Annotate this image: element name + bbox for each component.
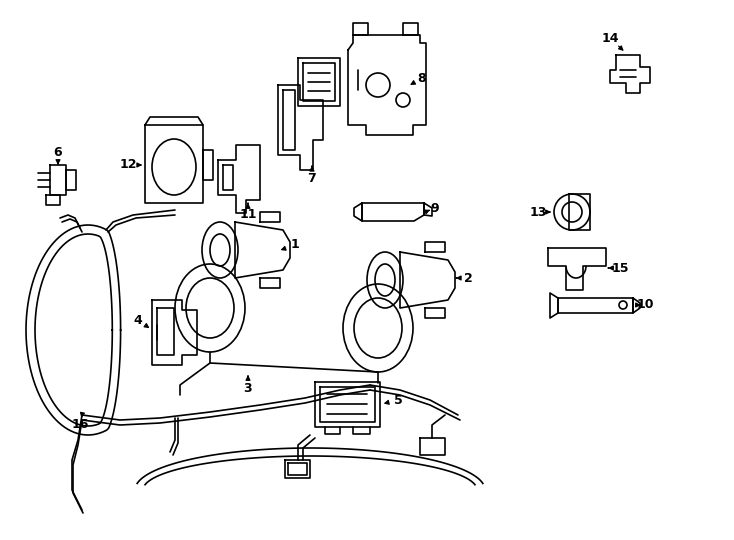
Text: 1: 1 bbox=[291, 239, 299, 252]
Text: 6: 6 bbox=[54, 145, 62, 159]
Text: 5: 5 bbox=[393, 394, 402, 407]
Text: 2: 2 bbox=[464, 272, 473, 285]
Text: 15: 15 bbox=[611, 261, 629, 274]
Text: 12: 12 bbox=[119, 159, 137, 172]
Text: 9: 9 bbox=[431, 201, 440, 214]
Text: 3: 3 bbox=[244, 381, 252, 395]
Text: 14: 14 bbox=[601, 31, 619, 44]
Text: 10: 10 bbox=[636, 299, 654, 312]
Text: 4: 4 bbox=[134, 314, 142, 327]
Text: 16: 16 bbox=[71, 418, 89, 431]
Text: 13: 13 bbox=[529, 206, 547, 219]
Text: 7: 7 bbox=[308, 172, 316, 185]
Text: 8: 8 bbox=[418, 71, 426, 84]
Text: 11: 11 bbox=[239, 208, 257, 221]
